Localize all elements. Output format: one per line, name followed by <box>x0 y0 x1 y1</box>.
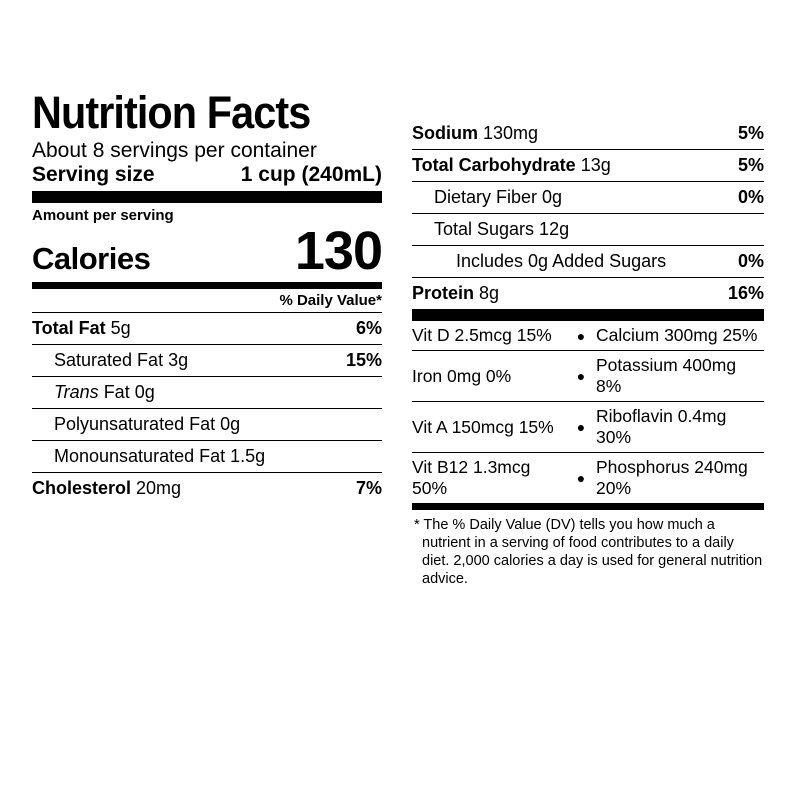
nutrient-name: Total Sugars 12g <box>412 219 569 240</box>
nutrient-name: Dietary Fiber 0g <box>412 187 562 208</box>
micro-right: Potassium 400mg 8% <box>592 355 764 397</box>
nutrition-left-column: Nutrition Facts About 8 servings per con… <box>32 90 382 800</box>
thick-rule <box>412 309 764 321</box>
micronutrient-rows: Vit D 2.5mcg 15%●Calcium 300mg 25%Iron 0… <box>412 321 764 503</box>
nutrient-name: Monounsaturated Fat 1.5g <box>32 446 265 467</box>
nutrient-name: Cholesterol 20mg <box>32 478 181 499</box>
micronutrient-row: Vit D 2.5mcg 15%●Calcium 300mg 25% <box>412 321 764 351</box>
nutrient-dv: 7% <box>356 478 382 499</box>
micro-left: Vit A 150mcg 15% <box>412 417 570 438</box>
calories-value: 130 <box>295 224 382 278</box>
nutrient-row: Saturated Fat 3g 15% <box>32 345 382 377</box>
nutrient-dv: 0% <box>738 187 764 208</box>
nutrient-name: Polyunsaturated Fat 0g <box>32 414 240 435</box>
nutrient-name: Protein 8g <box>412 283 499 304</box>
nutrient-row: Sodium 130mg 5% <box>412 118 764 150</box>
med-rule <box>412 503 764 510</box>
right-nutrient-rows: Sodium 130mg 5% Total Carbohydrate 13g 5% Di… <box>412 118 764 309</box>
dv-header: % Daily Value* <box>32 289 382 313</box>
nutrition-right-column: Sodium 130mg 5% Total Carbohydrate 13g 5% Di… <box>412 90 764 800</box>
nutrient-row: Polyunsaturated Fat 0g <box>32 409 382 441</box>
micro-right: Phosphorus 240mg 20% <box>592 457 764 499</box>
nutrient-name: Total Carbohydrate 13g <box>412 155 611 176</box>
micronutrient-row: Iron 0mg 0%●Potassium 400mg 8% <box>412 351 764 402</box>
nutrient-dv: 15% <box>346 350 382 371</box>
nutrient-name: Sodium 130mg <box>412 123 538 144</box>
nutrient-row: Dietary Fiber 0g 0% <box>412 182 764 214</box>
nutrient-row: Trans Fat 0g <box>32 377 382 409</box>
nutrient-name: Total Fat 5g <box>32 318 131 339</box>
micro-left: Vit B12 1.3mcg 50% <box>412 457 570 499</box>
serving-size-value: 1 cup (240mL) <box>241 163 382 187</box>
micro-left: Iron 0mg 0% <box>412 366 570 387</box>
dv-footnote: * The % Daily Value (DV) tells you how m… <box>412 510 764 589</box>
micronutrient-row: Vit B12 1.3mcg 50%●Phosphorus 240mg 20% <box>412 453 764 503</box>
nutrient-dv: 0% <box>738 251 764 272</box>
micro-left: Vit D 2.5mcg 15% <box>412 325 570 346</box>
bullet-icon: ● <box>570 470 592 486</box>
nutrient-row: Total Fat 5g 6% <box>32 313 382 345</box>
panel-title: Nutrition Facts <box>32 90 354 135</box>
nutrient-name: Trans Fat 0g <box>32 382 155 403</box>
micro-right: Riboflavin 0.4mg 30% <box>592 406 764 448</box>
serving-size-row: Serving size 1 cup (240mL) <box>32 163 382 203</box>
nutrient-row: Total Sugars 12g <box>412 214 764 246</box>
left-nutrient-rows: Total Fat 5g 6% Saturated Fat 3g 15% Trans F… <box>32 313 382 504</box>
micronutrient-row: Vit A 150mcg 15%●Riboflavin 0.4mg 30% <box>412 402 764 453</box>
nutrient-row: Protein 8g 16% <box>412 278 764 309</box>
nutrient-name: Saturated Fat 3g <box>32 350 188 371</box>
calories-row: Calories 130 <box>32 224 382 289</box>
bullet-icon: ● <box>570 328 592 344</box>
nutrient-row: Cholesterol 20mg 7% <box>32 473 382 504</box>
serving-size-label: Serving size <box>32 163 155 187</box>
calories-label: Calories <box>32 241 150 277</box>
nutrient-dv: 5% <box>738 155 764 176</box>
nutrient-dv: 5% <box>738 123 764 144</box>
bullet-icon: ● <box>570 368 592 384</box>
nutrient-dv: 16% <box>728 283 764 304</box>
nutrient-row: Total Carbohydrate 13g 5% <box>412 150 764 182</box>
bullet-icon: ● <box>570 419 592 435</box>
micro-right: Calcium 300mg 25% <box>592 325 764 346</box>
nutrient-dv: 6% <box>356 318 382 339</box>
nutrient-row: Monounsaturated Fat 1.5g <box>32 441 382 473</box>
servings-per-container: About 8 servings per container <box>32 138 382 163</box>
nutrient-row: Includes 0g Added Sugars 0% <box>412 246 764 278</box>
nutrient-name: Includes 0g Added Sugars <box>412 251 666 272</box>
